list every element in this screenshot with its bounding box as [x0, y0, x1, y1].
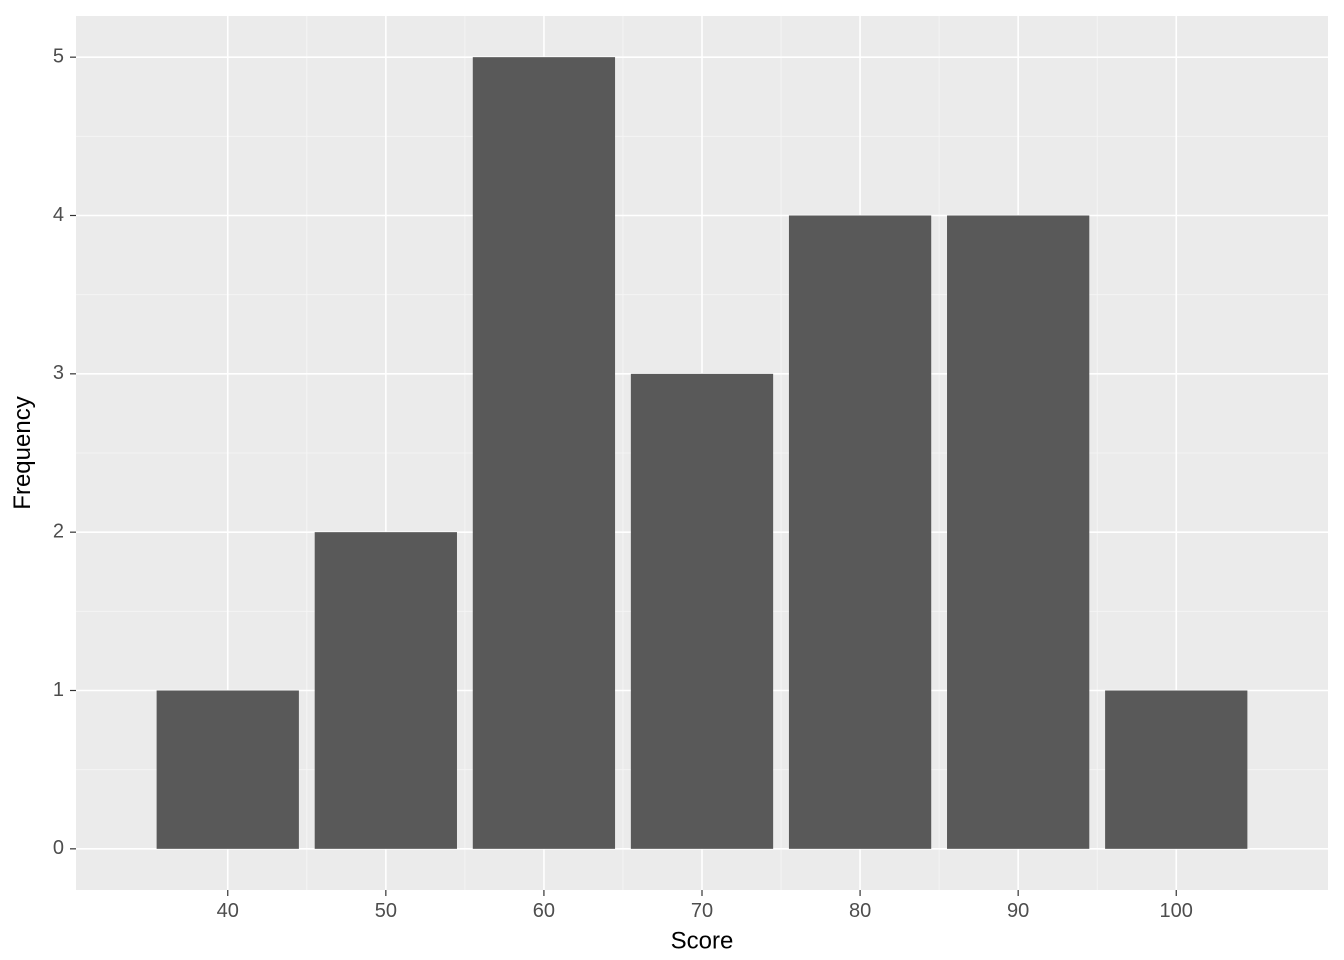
y-tick-label: 3: [53, 362, 64, 384]
x-tick-label: 70: [691, 900, 713, 922]
x-tick-label: 50: [375, 900, 397, 922]
y-tick-label: 1: [53, 679, 64, 701]
x-tick-label: 40: [217, 900, 239, 922]
bar: [157, 691, 299, 849]
x-tick-label: 80: [849, 900, 871, 922]
y-tick-label: 2: [53, 520, 64, 542]
y-axis-title: Frequency: [9, 396, 36, 509]
bar: [1105, 691, 1247, 849]
bar: [631, 374, 773, 849]
bar: [315, 532, 457, 849]
bar: [789, 216, 931, 849]
y-tick-label: 5: [53, 45, 64, 67]
bar: [947, 216, 1089, 849]
chart-svg: 40 50 60 70 80 90 100 0 1 2 3 4 5 Score Frequency: [0, 0, 1344, 960]
y-tick-label: 4: [53, 204, 64, 226]
x-tick-label: 100: [1160, 900, 1193, 922]
histogram-chart: 40 50 60 70 80 90 100 0 1 2 3 4 5 Score Frequency: [0, 0, 1344, 960]
y-tick-label: 0: [53, 837, 64, 859]
bar: [473, 57, 615, 849]
x-axis-title: Score: [671, 927, 734, 954]
x-tick-label: 90: [1007, 900, 1029, 922]
x-tick-label: 60: [533, 900, 555, 922]
